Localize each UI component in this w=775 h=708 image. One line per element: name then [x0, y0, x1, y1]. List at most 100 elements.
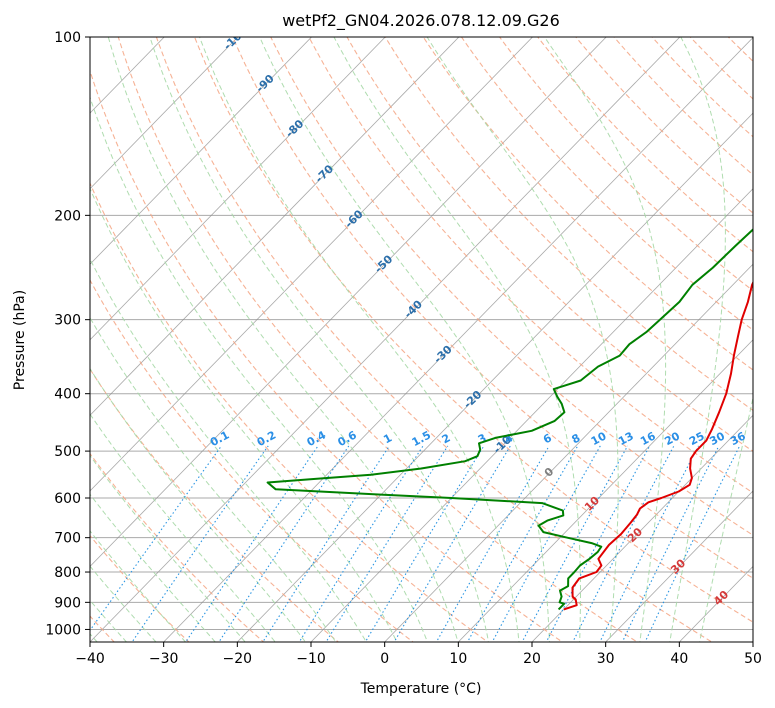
mixing-ratio-line — [521, 445, 629, 642]
dry-adiabat — [90, 534, 190, 642]
x-tick-label: 50 — [744, 651, 762, 667]
x-tick-label: −10 — [296, 651, 326, 667]
y-tick-label: 800 — [54, 565, 81, 581]
x-tick-label: −20 — [223, 651, 253, 667]
dry-adiabat — [90, 181, 489, 642]
isotherm-line — [310, 188, 753, 642]
isotherm-line — [605, 490, 753, 642]
isotherm-label: -40 — [402, 298, 426, 321]
isotherm-line — [163, 37, 753, 642]
x-tick-label: 30 — [597, 651, 615, 667]
isotherm-label: -80 — [283, 117, 307, 140]
dewpoint-profile — [266, 228, 753, 611]
mixing-ratio-line — [545, 445, 651, 642]
dry-adiabat — [308, 37, 753, 494]
dry-adiabat — [90, 368, 340, 642]
mixing-ratio-label: 3 — [476, 431, 489, 446]
x-tick-label: −40 — [75, 651, 105, 667]
y-tick-label: 200 — [54, 208, 81, 224]
y-tick-label: 700 — [54, 531, 81, 547]
isotherm-label: -100 — [221, 24, 250, 53]
y-tick-label: 1000 — [45, 622, 81, 638]
isotherm-label: 0 — [542, 465, 557, 480]
isotherm-label: -20 — [461, 388, 485, 411]
x-tick-label: 20 — [523, 651, 541, 667]
dry-adiabat — [460, 37, 753, 331]
moist-adiabat — [333, 37, 581, 642]
moist-adiabat — [426, 37, 619, 642]
moist-adiabat — [90, 257, 367, 642]
y-tick-label: 900 — [54, 595, 81, 611]
dry-adiabat — [346, 37, 753, 452]
moist-adiabat — [259, 37, 550, 642]
isotherm-line — [236, 112, 753, 642]
mixing-ratio-line — [621, 445, 720, 642]
dry-adiabat — [689, 37, 753, 100]
x-axis-title: Temperature (°C) — [360, 681, 482, 697]
mixing-ratio-line — [262, 445, 390, 642]
x-tick-label: 0 — [380, 651, 389, 667]
dry-adiabat — [90, 278, 414, 642]
temperature-profile — [563, 280, 753, 611]
mixing-ratio-lines — [90, 445, 741, 642]
mixing-ratio-line — [90, 445, 222, 632]
mixing-ratio-label: 25 — [687, 429, 707, 448]
plot-area: -100-90-80-70-60-50-40-30-20-10010203040… — [90, 24, 753, 642]
moist-adiabat — [107, 37, 459, 642]
mixing-ratio-label: 10 — [589, 429, 609, 448]
mixing-ratio-label: 1.5 — [410, 428, 433, 449]
isotherm-line — [384, 263, 753, 642]
dry-adiabat — [90, 452, 265, 642]
mixing-ratio-label: 16 — [638, 429, 658, 448]
dry-adiabat — [117, 37, 639, 642]
isotherm-line — [457, 339, 753, 642]
moist-adiabat — [90, 530, 187, 642]
isotherm-line — [90, 37, 386, 341]
mixing-ratio-line — [644, 445, 741, 642]
x-tick-label: 10 — [449, 651, 467, 667]
moist-adiabat — [90, 493, 216, 642]
profile-series — [266, 228, 753, 611]
mixing-ratio-label: 20 — [662, 429, 682, 448]
y-tick-label: 100 — [54, 30, 81, 46]
mixing-ratio-labels: 0.1 0.2 0.4 0.6 1 1.5 2 3 4 6 8 10 13 16 20 25 30 36 — [208, 428, 748, 449]
dry-adiabat-lines — [90, 37, 753, 642]
mixing-ratio-label: 0.2 — [255, 428, 278, 449]
dry-adiabat — [498, 37, 753, 292]
mixing-ratio-label: 13 — [616, 429, 636, 448]
dry-adiabat — [193, 37, 753, 623]
isotherm-line — [90, 37, 607, 568]
y-axis-title: Pressure (hPa) — [12, 290, 28, 390]
isotherm-label: 20 — [625, 525, 645, 545]
isotherm-lines — [90, 37, 753, 642]
x-tick-label: −30 — [149, 651, 179, 667]
moist-adiabat — [198, 37, 520, 642]
moist-adiabat — [90, 599, 128, 642]
mixing-ratio-line — [364, 445, 485, 642]
y-tick-label: 600 — [54, 491, 81, 507]
isotherm-line — [90, 37, 165, 114]
mixing-ratio-label: 2 — [440, 431, 453, 446]
y-tick-label: 300 — [54, 313, 81, 329]
mixing-ratio-label: 30 — [707, 429, 727, 448]
isotherm-line — [90, 37, 239, 190]
mixing-ratio-label: 8 — [570, 431, 583, 446]
isotherm-label: -90 — [253, 72, 277, 95]
moist-adiabat — [669, 37, 726, 642]
moist-adiabat — [699, 395, 753, 642]
moist-adiabat — [90, 454, 246, 642]
isotherm-line — [678, 565, 753, 642]
isotherm-line — [752, 641, 753, 642]
moist-adiabat — [543, 37, 667, 642]
mixing-ratio-line — [466, 445, 579, 642]
isotherm-label: -50 — [372, 252, 396, 275]
pressure-gridlines — [90, 37, 753, 630]
isotherm-line — [90, 37, 681, 642]
mixing-ratio-label: 6 — [541, 431, 554, 446]
dry-adiabat — [536, 37, 753, 253]
mixing-ratio-line — [491, 445, 601, 642]
plot-frame — [89, 36, 754, 643]
mixing-ratio-label: 36 — [728, 429, 748, 448]
moist-adiabat — [149, 37, 490, 642]
